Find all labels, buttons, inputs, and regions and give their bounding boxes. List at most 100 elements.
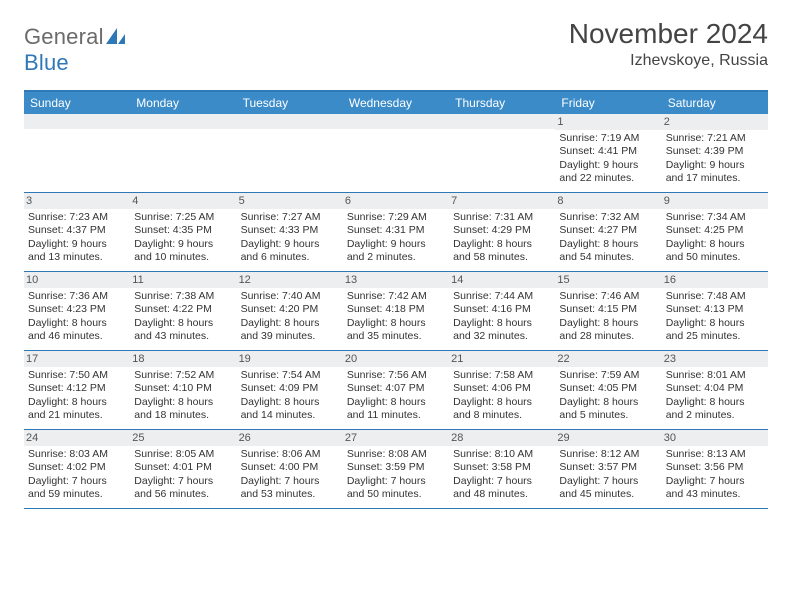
day-cell: 17 Sunrise: 7:50 AMSunset: 4:12 PMDayligh… <box>24 351 130 429</box>
daylight-text: and 39 minutes. <box>241 330 339 343</box>
day-cell: 24Sunrise: 8:03 AMSunset: 4:02 PMDayligh… <box>24 430 130 508</box>
day-number: 19 <box>237 351 343 367</box>
sunset-text: Sunset: 4:23 PM <box>28 303 126 316</box>
daylight-text: Daylight: 7 hours <box>28 475 126 488</box>
daylight-text: and 48 minutes. <box>453 488 551 501</box>
daylight-text: Daylight: 8 hours <box>453 396 551 409</box>
day-info: Sunrise: 7:50 AMSunset: 4:12 PMDaylight:… <box>28 369 126 423</box>
daylight-text: and 56 minutes. <box>134 488 232 501</box>
daylight-text: Daylight: 7 hours <box>453 475 551 488</box>
sunset-text: Sunset: 4:29 PM <box>453 224 551 237</box>
sunset-text: Sunset: 4:09 PM <box>241 382 339 395</box>
day-cell: 1Sunrise: 7:19 AMSunset: 4:41 PMDaylight… <box>555 114 661 192</box>
sunset-text: Sunset: 4:06 PM <box>453 382 551 395</box>
brand-part2: Blue <box>24 50 69 75</box>
sunrise-text: Sunrise: 7:54 AM <box>241 369 339 382</box>
daylight-text: and 2 minutes. <box>347 251 445 264</box>
sunrise-text: Sunrise: 7:46 AM <box>559 290 657 303</box>
daylight-text: Daylight: 7 hours <box>241 475 339 488</box>
day-number: 7 <box>449 193 555 209</box>
day-cell: 21Sunrise: 7:58 AMSunset: 4:06 PMDayligh… <box>449 351 555 429</box>
daylight-text: Daylight: 9 hours <box>134 238 232 251</box>
sunrise-text: Sunrise: 8:12 AM <box>559 448 657 461</box>
day-cell: 6Sunrise: 7:29 AMSunset: 4:31 PMDaylight… <box>343 193 449 271</box>
daylight-text: and 50 minutes. <box>347 488 445 501</box>
sunset-text: Sunset: 3:57 PM <box>559 461 657 474</box>
day-cell: 13Sunrise: 7:42 AMSunset: 4:18 PMDayligh… <box>343 272 449 350</box>
day-number: 17 <box>24 351 130 367</box>
daylight-text: Daylight: 8 hours <box>453 238 551 251</box>
daylight-text: Daylight: 9 hours <box>666 159 764 172</box>
day-number: 16 <box>662 272 768 288</box>
brand-text: General Blue <box>24 24 126 76</box>
sunrise-text: Sunrise: 7:31 AM <box>453 211 551 224</box>
day-number: 15 <box>555 272 661 288</box>
daylight-text: Daylight: 9 hours <box>28 238 126 251</box>
daylight-text: Daylight: 8 hours <box>453 317 551 330</box>
weekday-header: Friday <box>555 92 661 114</box>
daylight-text: and 21 minutes. <box>28 409 126 422</box>
sunrise-text: Sunrise: 7:52 AM <box>134 369 232 382</box>
sunrise-text: Sunrise: 7:34 AM <box>666 211 764 224</box>
sunrise-text: Sunrise: 7:48 AM <box>666 290 764 303</box>
week-row: 24Sunrise: 8:03 AMSunset: 4:02 PMDayligh… <box>24 430 768 509</box>
day-cell <box>343 114 449 192</box>
daylight-text: Daylight: 8 hours <box>666 317 764 330</box>
sunrise-text: Sunrise: 7:42 AM <box>347 290 445 303</box>
sunset-text: Sunset: 4:27 PM <box>559 224 657 237</box>
day-info: Sunrise: 8:12 AMSunset: 3:57 PMDaylight:… <box>559 448 657 502</box>
day-number <box>449 114 555 129</box>
brand-logo: General Blue <box>24 24 126 76</box>
day-info: Sunrise: 7:23 AMSunset: 4:37 PMDaylight:… <box>28 211 126 265</box>
day-cell: 3Sunrise: 7:23 AMSunset: 4:37 PMDaylight… <box>24 193 130 271</box>
day-cell: 8Sunrise: 7:32 AMSunset: 4:27 PMDaylight… <box>555 193 661 271</box>
sunrise-text: Sunrise: 7:56 AM <box>347 369 445 382</box>
day-info: Sunrise: 7:21 AMSunset: 4:39 PMDaylight:… <box>666 132 764 186</box>
daylight-text: and 10 minutes. <box>134 251 232 264</box>
day-cell: 10Sunrise: 7:36 AMSunset: 4:23 PMDayligh… <box>24 272 130 350</box>
day-cell: 4Sunrise: 7:25 AMSunset: 4:35 PMDaylight… <box>130 193 236 271</box>
day-cell: 19 Sunrise: 7:54 AMSunset: 4:09 PMDayligh… <box>237 351 343 429</box>
day-number: 26 <box>237 430 343 446</box>
day-number: 13 <box>343 272 449 288</box>
sunrise-text: Sunrise: 8:05 AM <box>134 448 232 461</box>
day-info: Sunrise: 7:27 AMSunset: 4:33 PMDaylight:… <box>241 211 339 265</box>
daylight-text: Daylight: 8 hours <box>241 317 339 330</box>
sunset-text: Sunset: 4:13 PM <box>666 303 764 316</box>
daylight-text: Daylight: 8 hours <box>559 317 657 330</box>
day-number: 10 <box>24 272 130 288</box>
day-info: Sunrise: 7:58 AMSunset: 4:06 PMDaylight:… <box>453 369 551 423</box>
day-info: Sunrise: 8:03 AMSunset: 4:02 PMDaylight:… <box>28 448 126 502</box>
day-info: Sunrise: 7:40 AMSunset: 4:20 PMDaylight:… <box>241 290 339 344</box>
daylight-text: and 59 minutes. <box>28 488 126 501</box>
sunset-text: Sunset: 4:10 PM <box>134 382 232 395</box>
day-number <box>343 114 449 129</box>
day-cell: 7 Sunrise: 7:31 AMSunset: 4:29 PMDaylight… <box>449 193 555 271</box>
day-cell: 20Sunrise: 7:56 AMSunset: 4:07 PMDayligh… <box>343 351 449 429</box>
sunrise-text: Sunrise: 7:32 AM <box>559 211 657 224</box>
weeks-container: 1Sunrise: 7:19 AMSunset: 4:41 PMDaylight… <box>24 114 768 509</box>
daylight-text: Daylight: 8 hours <box>241 396 339 409</box>
sunrise-text: Sunrise: 8:13 AM <box>666 448 764 461</box>
sunset-text: Sunset: 4:33 PM <box>241 224 339 237</box>
daylight-text: Daylight: 7 hours <box>559 475 657 488</box>
day-cell: 2Sunrise: 7:21 AMSunset: 4:39 PMDaylight… <box>662 114 768 192</box>
day-info: Sunrise: 7:34 AMSunset: 4:25 PMDaylight:… <box>666 211 764 265</box>
daylight-text: Daylight: 9 hours <box>347 238 445 251</box>
sunrise-text: Sunrise: 7:19 AM <box>559 132 657 145</box>
sunrise-text: Sunrise: 7:36 AM <box>28 290 126 303</box>
day-info: Sunrise: 7:32 AMSunset: 4:27 PMDaylight:… <box>559 211 657 265</box>
sunset-text: Sunset: 4:37 PM <box>28 224 126 237</box>
day-number: 25 <box>130 430 236 446</box>
sunrise-text: Sunrise: 7:38 AM <box>134 290 232 303</box>
day-info: Sunrise: 8:13 AMSunset: 3:56 PMDaylight:… <box>666 448 764 502</box>
sunrise-text: Sunrise: 7:59 AM <box>559 369 657 382</box>
month-title: November 2024 <box>569 18 768 50</box>
day-cell <box>237 114 343 192</box>
day-info: Sunrise: 7:38 AMSunset: 4:22 PMDaylight:… <box>134 290 232 344</box>
day-cell: 5Sunrise: 7:27 AMSunset: 4:33 PMDaylight… <box>237 193 343 271</box>
daylight-text: and 28 minutes. <box>559 330 657 343</box>
daylight-text: and 32 minutes. <box>453 330 551 343</box>
day-info: Sunrise: 8:08 AMSunset: 3:59 PMDaylight:… <box>347 448 445 502</box>
sunset-text: Sunset: 4:41 PM <box>559 145 657 158</box>
